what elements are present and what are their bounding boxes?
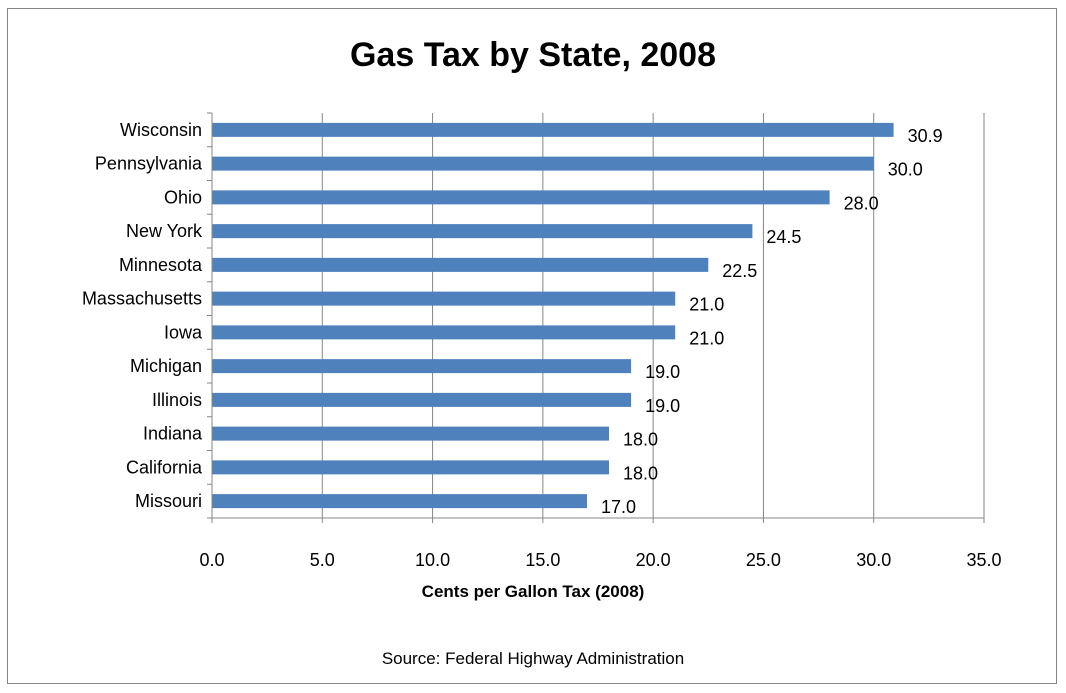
x-axis-label: Cents per Gallon Tax (2008) — [421, 582, 645, 601]
category-label: Ohio — [164, 187, 202, 207]
bar-ohio — [212, 190, 830, 205]
category-labels: Wisconsin Pennsylvania Ohio New York Minneso… — [82, 120, 203, 511]
category-label: Illinois — [152, 390, 202, 410]
bar-pennsylvania — [212, 156, 874, 171]
category-label: California — [126, 457, 203, 477]
category-label: Missouri — [135, 491, 202, 511]
bar-new-york — [212, 224, 753, 239]
bar-california — [212, 460, 610, 475]
value-label: 19.0 — [645, 396, 680, 416]
x-tick-label: 30.0 — [856, 550, 891, 570]
value-label: 17.0 — [601, 497, 636, 517]
x-tick-labels: 0.0 5.0 10.0 15.0 20.0 25.0 30.0 35.0 — [199, 550, 1001, 570]
bars — [212, 122, 894, 509]
bar-wisconsin — [212, 122, 894, 137]
x-tick-label: 25.0 — [746, 550, 781, 570]
value-label: 18.0 — [623, 463, 658, 483]
x-tick-label: 35.0 — [966, 550, 1001, 570]
value-label: 28.0 — [844, 193, 879, 213]
value-label: 19.0 — [645, 362, 680, 382]
value-label: 22.5 — [722, 261, 757, 281]
chart-title: Gas Tax by State, 2008 — [349, 36, 716, 74]
x-tick-label: 20.0 — [636, 550, 671, 570]
bar-missouri — [212, 494, 587, 509]
value-label: 30.0 — [888, 160, 923, 180]
chart-frame — [7, 8, 1057, 684]
category-label: Massachusetts — [82, 289, 202, 309]
category-label: Indiana — [143, 424, 203, 444]
category-label: Pennsylvania — [95, 154, 203, 174]
value-label: 21.0 — [689, 328, 724, 348]
category-label: Iowa — [164, 322, 203, 342]
bar-minnesota — [212, 257, 709, 272]
value-label: 24.5 — [766, 227, 801, 247]
category-label: Wisconsin — [120, 120, 202, 140]
bar-michigan — [212, 359, 632, 374]
category-label: Michigan — [130, 356, 202, 376]
bar-indiana — [212, 426, 610, 441]
x-tick-label: 5.0 — [310, 550, 335, 570]
bar-illinois — [212, 392, 632, 407]
source-note: Source: Federal Highway Administration — [381, 649, 685, 668]
bar-massachusetts — [212, 291, 676, 306]
axes — [207, 112, 985, 523]
category-label: Minnesota — [119, 255, 203, 275]
x-tick-label: 15.0 — [525, 550, 560, 570]
x-tick-label: 10.0 — [415, 550, 450, 570]
value-label: 18.0 — [623, 430, 658, 450]
bar-iowa — [212, 325, 676, 340]
value-label: 21.0 — [689, 295, 724, 315]
x-tick-label: 0.0 — [199, 550, 224, 570]
gridlines — [321, 113, 985, 518]
value-label: 30.9 — [908, 126, 943, 146]
category-label: New York — [126, 221, 203, 241]
value-labels: 30.9 30.0 28.0 24.5 22.5 21.0 21.0 19.0 19.0 18.0… — [601, 126, 943, 517]
